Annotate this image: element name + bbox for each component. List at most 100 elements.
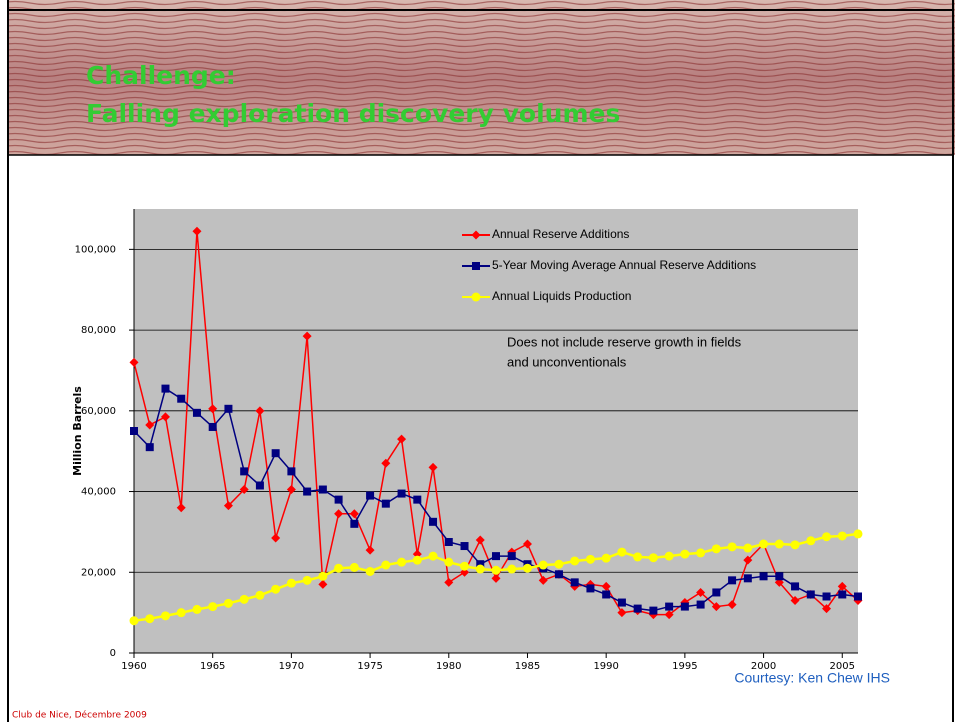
data-point bbox=[554, 570, 563, 579]
data-point bbox=[208, 422, 217, 431]
data-point bbox=[161, 384, 170, 393]
data-point bbox=[837, 531, 847, 541]
data-point bbox=[791, 582, 800, 591]
data-point bbox=[774, 539, 784, 549]
legend-marker bbox=[471, 292, 481, 302]
x-tick-label: 1970 bbox=[279, 661, 304, 672]
data-point bbox=[223, 598, 233, 608]
x-tick-label: 2000 bbox=[751, 661, 776, 672]
data-point bbox=[412, 555, 422, 565]
data-point bbox=[334, 509, 344, 519]
data-point bbox=[601, 581, 611, 591]
data-point bbox=[428, 551, 438, 561]
data-point bbox=[145, 420, 155, 430]
data-point bbox=[775, 572, 784, 581]
data-point bbox=[176, 503, 186, 513]
data-point bbox=[334, 495, 343, 504]
data-point bbox=[223, 501, 233, 511]
data-point bbox=[837, 581, 847, 591]
data-point bbox=[759, 539, 769, 549]
data-point bbox=[680, 602, 689, 611]
x-tick-label: 1975 bbox=[357, 661, 382, 672]
data-point bbox=[853, 529, 863, 539]
data-point bbox=[586, 584, 595, 593]
legend-label: 5-Year Moving Average Annual Reserve Add… bbox=[492, 258, 756, 272]
data-point bbox=[476, 560, 485, 569]
data-point bbox=[349, 562, 359, 572]
annotation: and unconventionals bbox=[507, 354, 627, 369]
data-point bbox=[822, 604, 832, 614]
x-tick-label: 2005 bbox=[830, 661, 855, 672]
data-point bbox=[712, 588, 721, 597]
annotation: Does not include reserve growth in field… bbox=[507, 334, 742, 349]
data-point bbox=[665, 602, 674, 611]
data-point bbox=[397, 489, 406, 498]
footer: Club de Nice, Décembre 2009 bbox=[12, 710, 147, 721]
data-point bbox=[680, 549, 690, 559]
data-point bbox=[365, 545, 375, 555]
y-tick-label: 40,000 bbox=[81, 487, 116, 498]
y-tick-label: 100,000 bbox=[75, 244, 116, 255]
data-point bbox=[759, 572, 768, 581]
data-point bbox=[664, 551, 674, 561]
x-tick-label: 1980 bbox=[436, 661, 461, 672]
data-point bbox=[554, 559, 564, 569]
data-point bbox=[192, 226, 202, 236]
data-point bbox=[381, 560, 391, 570]
data-point bbox=[176, 608, 186, 618]
data-point bbox=[444, 538, 453, 546]
data-point bbox=[444, 557, 454, 567]
data-point bbox=[806, 536, 816, 546]
data-point bbox=[696, 548, 706, 558]
data-point bbox=[743, 543, 753, 553]
data-point bbox=[129, 357, 139, 367]
data-point bbox=[538, 560, 548, 570]
data-point bbox=[538, 575, 548, 585]
data-point bbox=[381, 499, 390, 508]
data-point bbox=[302, 331, 312, 341]
plot-area bbox=[134, 209, 858, 653]
x-tick-label: 1990 bbox=[593, 661, 618, 672]
data-point bbox=[727, 600, 737, 610]
x-tick-label: 1960 bbox=[121, 661, 146, 672]
data-point bbox=[696, 587, 706, 597]
data-point bbox=[822, 592, 831, 601]
data-point bbox=[492, 552, 500, 561]
credit: Courtesy: Ken Chew IHS bbox=[734, 670, 890, 686]
y-tick-label: 0 bbox=[110, 648, 116, 659]
data-point bbox=[854, 592, 862, 601]
y-tick-label: 20,000 bbox=[81, 567, 116, 578]
data-point bbox=[287, 467, 296, 476]
data-point bbox=[838, 590, 847, 599]
data-point bbox=[570, 578, 579, 587]
data-point bbox=[255, 406, 265, 416]
data-point bbox=[743, 574, 752, 583]
x-tick-label: 1965 bbox=[200, 661, 225, 672]
data-point bbox=[475, 564, 485, 574]
legend-marker bbox=[472, 262, 480, 270]
slide-title: Falling exploration discovery volumes bbox=[86, 99, 620, 128]
data-point bbox=[664, 610, 674, 620]
data-point bbox=[160, 412, 170, 422]
data-point bbox=[286, 485, 296, 495]
data-point bbox=[271, 584, 281, 594]
data-point bbox=[601, 553, 611, 563]
data-point bbox=[648, 553, 658, 563]
data-point bbox=[145, 614, 155, 624]
data-point bbox=[271, 449, 280, 458]
data-point bbox=[302, 575, 312, 585]
data-point bbox=[239, 485, 249, 495]
data-point bbox=[602, 590, 611, 599]
data-point bbox=[303, 487, 312, 496]
data-point bbox=[271, 533, 281, 543]
data-point bbox=[177, 394, 186, 403]
data-point bbox=[429, 517, 438, 526]
data-point bbox=[130, 427, 138, 435]
x-tick-label: 1995 bbox=[672, 661, 697, 672]
data-point bbox=[790, 596, 800, 606]
data-point bbox=[727, 542, 737, 552]
data-point bbox=[728, 576, 737, 585]
data-point bbox=[334, 563, 344, 573]
data-point bbox=[240, 467, 249, 476]
